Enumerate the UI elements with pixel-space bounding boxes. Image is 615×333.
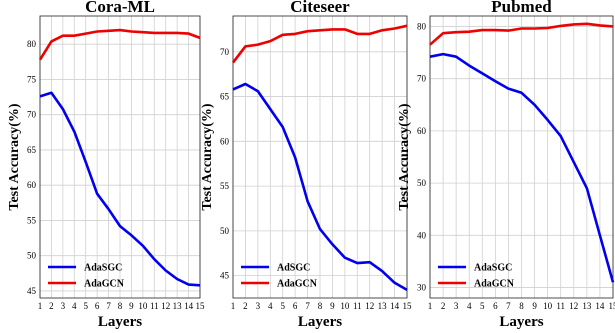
- x-tick-label: 6: [293, 301, 298, 311]
- x-tick-label: 10: [138, 301, 148, 311]
- x-axis-label: Layers: [499, 314, 543, 330]
- x-tick-label: 13: [582, 301, 592, 311]
- y-tick-label: 40: [417, 230, 427, 240]
- x-tick-label: 11: [556, 301, 565, 311]
- y-tick-label: 50: [220, 226, 230, 236]
- x-tick-label: 6: [95, 301, 100, 311]
- y-axis-label: Test Accuracy(%): [7, 103, 22, 211]
- x-tick-label: 3: [61, 301, 66, 311]
- x-tick-label: 9: [129, 301, 134, 311]
- series-line-1: [232, 82, 408, 292]
- y-tick-label: 45: [220, 271, 230, 281]
- plot-frame: [429, 15, 614, 299]
- x-tick-label: 12: [365, 301, 374, 311]
- x-tick-label: 8: [318, 301, 323, 311]
- chart-title: Pubmed: [491, 0, 552, 16]
- x-tick-label: 8: [118, 301, 123, 311]
- legend-label: AdaGCN: [84, 279, 125, 290]
- x-tick-label: 10: [340, 301, 350, 311]
- y-tick-label: 50: [27, 251, 37, 261]
- legend-label: AdaGCN: [474, 279, 515, 290]
- x-tick-label: 12: [161, 301, 170, 311]
- series-line-1: [429, 52, 615, 283]
- y-tick-label: 60: [27, 180, 37, 190]
- x-tick-label: 12: [569, 301, 578, 311]
- legend-label: AdSGC: [277, 263, 310, 274]
- x-tick-label: 13: [173, 301, 183, 311]
- y-tick-label: 65: [220, 92, 230, 102]
- x-axis-label: Layers: [298, 314, 342, 330]
- x-tick-label: 1: [38, 301, 43, 311]
- x-tick-label: 9: [330, 301, 335, 311]
- x-tick-label: 4: [72, 301, 77, 311]
- x-tick-label: 11: [353, 301, 362, 311]
- x-tick-label: 14: [184, 301, 194, 311]
- y-tick-label: 30: [417, 283, 427, 293]
- legend-label: AdaSGC: [84, 263, 122, 274]
- x-tick-label: 9: [532, 301, 537, 311]
- chart-panel-3: 304050607080123456789101112131415PubmedL…: [397, 0, 615, 330]
- y-tick-label: 60: [417, 126, 427, 136]
- series-line-2: [231, 24, 408, 64]
- chart-title: Cora-ML: [85, 0, 155, 16]
- series-line-2: [429, 22, 614, 46]
- x-tick-label: 7: [506, 301, 511, 311]
- y-tick-label: 75: [27, 74, 37, 84]
- y-tick-label: 80: [27, 39, 37, 49]
- plot-frame: [232, 15, 408, 299]
- x-tick-label: 15: [403, 301, 413, 311]
- x-tick-label: 13: [378, 301, 388, 311]
- y-axis-label: Test Accuracy(%): [397, 103, 412, 211]
- y-tick-label: 45: [27, 286, 37, 296]
- x-tick-label: 5: [480, 301, 485, 311]
- x-tick-label: 14: [595, 301, 605, 311]
- legend-label: AdaGCN: [277, 279, 318, 290]
- x-tick-label: 3: [454, 301, 459, 311]
- x-tick-label: 7: [305, 301, 310, 311]
- x-tick-label: 1: [428, 301, 433, 311]
- y-tick-label: 65: [27, 145, 37, 155]
- x-tick-label: 2: [49, 301, 54, 311]
- y-axis-label: Test Accuracy(%): [200, 103, 215, 211]
- x-tick-label: 2: [243, 301, 248, 311]
- x-tick-label: 11: [150, 301, 159, 311]
- x-axis-label: Layers: [98, 314, 142, 330]
- x-tick-label: 5: [280, 301, 285, 311]
- x-tick-label: 14: [390, 301, 400, 311]
- legend-label: AdaSGC: [474, 263, 512, 274]
- y-tick-label: 70: [220, 47, 230, 57]
- x-tick-label: 3: [256, 301, 261, 311]
- y-tick-label: 70: [417, 74, 427, 84]
- y-tick-label: 55: [220, 181, 230, 191]
- x-tick-label: 4: [268, 301, 273, 311]
- x-tick-label: 1: [231, 301, 236, 311]
- y-tick-label: 55: [27, 215, 37, 225]
- x-tick-label: 7: [106, 301, 111, 311]
- y-tick-label: 60: [220, 136, 230, 146]
- x-tick-label: 8: [519, 301, 524, 311]
- chart-title: Citeseer: [290, 0, 350, 16]
- plot-frame: [39, 15, 201, 299]
- x-tick-label: 5: [83, 301, 88, 311]
- x-tick-label: 15: [196, 301, 206, 311]
- series-line-1: [39, 91, 201, 287]
- series-line-2: [38, 28, 201, 61]
- x-tick-label: 6: [493, 301, 498, 311]
- x-tick-label: 4: [467, 301, 472, 311]
- x-tick-label: 10: [543, 301, 553, 311]
- y-tick-label: 70: [27, 110, 37, 120]
- x-tick-label: 2: [441, 301, 446, 311]
- y-tick-label: 50: [417, 178, 427, 188]
- x-tick-label: 15: [609, 301, 615, 311]
- y-tick-label: 80: [417, 21, 427, 31]
